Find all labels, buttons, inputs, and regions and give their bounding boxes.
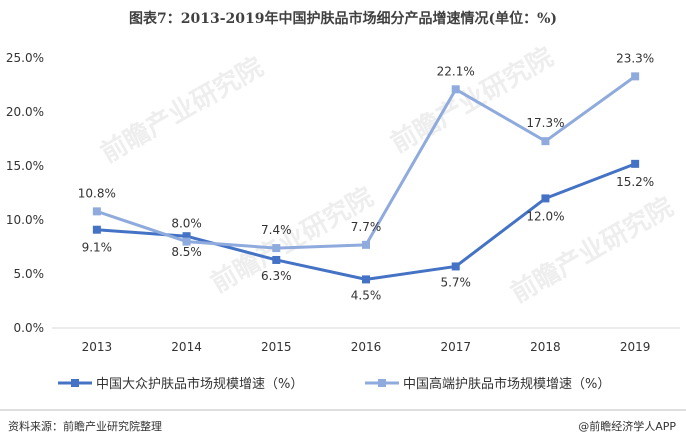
- data-point-2: [92, 207, 101, 216]
- data-label: 5.7%: [440, 275, 471, 289]
- y-tick-label: 20.0%: [6, 105, 44, 119]
- data-point-2: [451, 85, 460, 94]
- data-point-1: [541, 194, 550, 203]
- data-label: 8.0%: [171, 217, 202, 231]
- chart-title: 图表7：2013-2019年中国护肤品市场细分产品增速情况(单位：%): [128, 11, 558, 27]
- data-label: 6.3%: [261, 269, 292, 283]
- data-point-1: [451, 262, 460, 271]
- data-point-2: [272, 244, 281, 253]
- x-tick-label: 2015: [261, 340, 292, 354]
- data-point-1: [92, 225, 101, 234]
- data-label: 7.4%: [261, 223, 292, 237]
- data-label: 10.8%: [78, 186, 116, 200]
- data-point-1: [272, 255, 281, 264]
- legend-swatch-marker: [378, 379, 386, 387]
- data-label: 8.5%: [171, 245, 202, 259]
- y-tick-label: 5.0%: [14, 267, 45, 281]
- data-point-2: [631, 72, 640, 81]
- data-point-1: [631, 159, 640, 168]
- data-label: 23.3%: [616, 51, 654, 65]
- legend-label: 中国大众护肤品市场规模增速（%）: [96, 376, 303, 392]
- data-point-1: [362, 275, 370, 284]
- x-tick-label: 2018: [530, 340, 561, 354]
- legend-swatch-marker: [71, 379, 79, 387]
- source-note: 资料来源：前瞻产业研究院整理: [8, 420, 162, 433]
- brand-note: @前瞻经济学人APP: [578, 420, 676, 433]
- data-label: 4.5%: [351, 288, 382, 302]
- legend-label: 中国高端护肤品市场规模增速（%）: [403, 376, 610, 392]
- x-tick-label: 2016: [351, 340, 382, 354]
- data-label: 7.7%: [351, 220, 382, 234]
- data-label: 9.1%: [82, 241, 113, 255]
- data-label: 22.1%: [437, 64, 475, 78]
- y-tick-label: 15.0%: [6, 159, 44, 173]
- x-tick-label: 2019: [620, 340, 651, 354]
- data-point-1: [182, 232, 191, 241]
- data-point-2: [541, 137, 550, 146]
- y-tick-label: 25.0%: [6, 51, 44, 65]
- x-tick-label: 2013: [82, 340, 113, 354]
- data-point-2: [182, 237, 191, 246]
- x-tick-label: 2014: [171, 340, 202, 354]
- x-tick-label: 2017: [440, 340, 471, 354]
- data-label: 12.0%: [526, 209, 564, 223]
- data-label: 15.2%: [616, 175, 654, 189]
- y-tick-label: 10.0%: [6, 213, 44, 227]
- data-label: 17.3%: [526, 116, 564, 130]
- y-tick-label: 0.0%: [14, 321, 45, 335]
- data-point-2: [362, 240, 370, 249]
